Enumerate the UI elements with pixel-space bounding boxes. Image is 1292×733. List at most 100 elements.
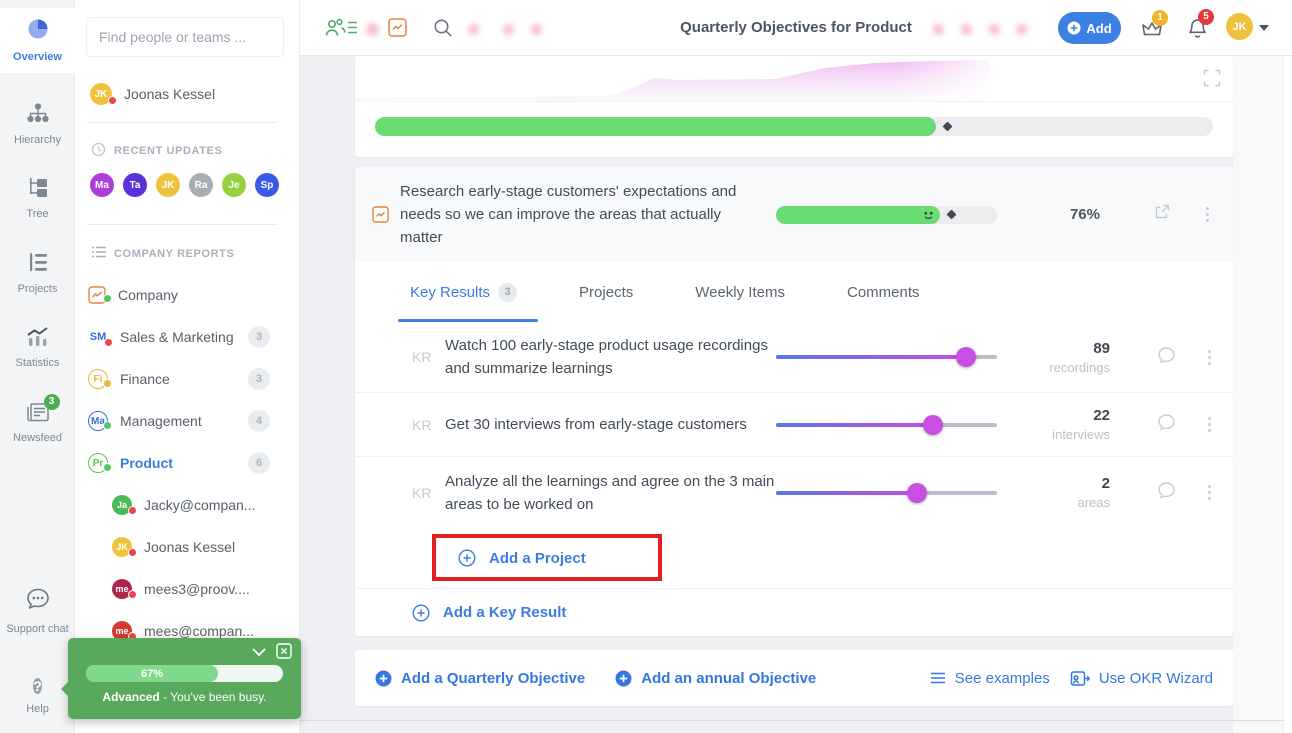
avatar: Fi (88, 369, 112, 389)
add-key-result-button[interactable]: Add a Key Result (412, 603, 566, 622)
crown-icon[interactable] (1140, 18, 1164, 44)
avatar[interactable]: Je (222, 173, 246, 197)
rail-item-support-chat[interactable]: Support chat (0, 578, 75, 645)
support-chat-icon (23, 587, 53, 618)
okr-chart-icon[interactable] (388, 18, 407, 42)
member-item[interactable]: me mees@compan... (75, 619, 300, 643)
status-dot (104, 338, 113, 347)
report-item-sales-marketing[interactable]: SM Sales & Marketing 3 (75, 325, 300, 349)
report-item-product[interactable]: Pr Product 6 (75, 451, 300, 475)
kebab-menu-icon[interactable] (1205, 482, 1214, 503)
avatar[interactable]: JK (156, 173, 180, 197)
people-sidebar: JK Joonas Kessel RECENT UPDATES Ma Ta JK… (75, 0, 300, 733)
kr-title[interactable]: Analyze all the learnings and agree on t… (445, 472, 775, 513)
kr-tag: KR (412, 484, 432, 501)
overview-pie-icon (26, 17, 50, 46)
rail-item-projects[interactable]: Projects (0, 243, 75, 305)
report-label: Company (118, 287, 178, 303)
page-title: Quarterly Objectives for Product (680, 19, 912, 36)
use-okr-wizard-button[interactable]: Use OKR Wizard (1070, 670, 1213, 687)
add-quarterly-objective-button[interactable]: Add a Quarterly Objective (375, 670, 585, 687)
status-dot (103, 463, 112, 472)
report-item-finance[interactable]: Fi Finance 3 (75, 367, 300, 391)
overall-progress-track[interactable] (375, 117, 1213, 136)
toast-collapse-chevron-icon[interactable] (251, 645, 267, 663)
rail-item-statistics[interactable]: Statistics (0, 317, 75, 379)
add-button[interactable]: Add (1058, 12, 1121, 44)
report-item-management[interactable]: Ma Management 4 (75, 409, 300, 433)
member-label: mees3@proov.... (144, 581, 250, 597)
overall-progress-card (355, 56, 1233, 157)
member-item[interactable]: me mees3@proov.... (75, 577, 300, 601)
kebab-menu-icon[interactable] (1205, 414, 1214, 435)
tab-comments[interactable]: Comments (846, 283, 920, 301)
redacted-item (531, 24, 542, 35)
rail-item-tree[interactable]: Tree (0, 168, 75, 230)
member-item[interactable]: Ja Jacky@compan... (75, 493, 300, 517)
slider-thumb[interactable] (907, 482, 928, 503)
redacted-item (503, 24, 514, 35)
rail-item-help[interactable]: ? Help (0, 665, 75, 725)
comment-bubble-icon[interactable] (1157, 481, 1176, 504)
newsfeed-badge: 3 (43, 394, 60, 410)
member-label: Joonas Kessel (144, 539, 236, 555)
avatar[interactable]: Ta (123, 173, 147, 197)
examples-list-icon (930, 672, 945, 684)
kr-progress-slider[interactable] (776, 414, 997, 435)
redacted-item (989, 24, 1000, 35)
slider-thumb[interactable] (956, 347, 977, 367)
team-view-icon[interactable] (324, 17, 358, 45)
kr-title[interactable]: Get 30 interviews from early-stage custo… (445, 416, 747, 433)
report-label: Product (120, 455, 173, 471)
report-item-company[interactable]: Company (75, 283, 300, 307)
avatar: Ma (88, 411, 112, 431)
report-label: Finance (120, 371, 170, 387)
tree-icon (27, 177, 49, 203)
tab-projects[interactable]: Projects (579, 283, 634, 301)
kebab-menu-icon[interactable] (1205, 347, 1214, 368)
objective-tabs: Key Results 3 Projects Weekly Items Comm… (355, 262, 1233, 322)
search-input[interactable] (86, 17, 284, 57)
expand-icon[interactable] (1203, 69, 1221, 92)
tab-weekly-items[interactable]: Weekly Items (695, 283, 785, 301)
avatar[interactable]: Sp (255, 173, 279, 197)
member-label: Jacky@compan... (144, 497, 256, 513)
comment-bubble-icon[interactable] (1157, 413, 1176, 436)
kr-title[interactable]: Watch 100 early-stage product usage reco… (445, 337, 768, 377)
toast-close-icon[interactable] (276, 643, 292, 664)
current-user-item[interactable]: JK Joonas Kessel (75, 80, 300, 108)
rail-label: Newsfeed (13, 432, 62, 444)
see-examples-button[interactable]: See examples (930, 670, 1050, 687)
objective-title[interactable]: Research early-stage customers' expectat… (400, 183, 737, 246)
rail-label: Projects (17, 283, 58, 295)
objective-chart-icon (372, 206, 389, 223)
rail-item-overview[interactable]: Overview (0, 8, 75, 73)
add-annual-objective-button[interactable]: Add an annual Objective (615, 670, 816, 687)
avatar[interactable]: Ra (189, 173, 213, 197)
open-external-icon[interactable] (1153, 204, 1170, 226)
member-item[interactable]: JK Joonas Kessel (75, 535, 300, 559)
comment-bubble-icon[interactable] (1157, 346, 1176, 369)
rail-item-newsfeed[interactable]: 3 Newsfeed (0, 392, 75, 454)
user-menu-avatar[interactable]: JK (1226, 13, 1253, 40)
kebab-menu-icon[interactable] (1203, 204, 1212, 225)
rail-item-hierarchy[interactable]: Hierarchy (0, 93, 75, 156)
slider-thumb[interactable] (922, 414, 943, 435)
member-label: mees@compan... (144, 623, 254, 639)
kr-progress-slider[interactable] (776, 482, 997, 503)
status-dot (108, 96, 117, 105)
scrollbar-track[interactable] (1283, 56, 1292, 733)
kr-progress-slider[interactable] (776, 347, 997, 367)
report-count-badge: 3 (248, 368, 270, 390)
overall-progress-fill (375, 117, 953, 136)
add-project-button[interactable]: Add a Project (458, 549, 586, 567)
search-icon[interactable] (433, 18, 454, 44)
company-reports-header: COMPANY REPORTS (91, 246, 234, 261)
bell-icon[interactable] (1186, 17, 1209, 45)
chevron-down-icon[interactable] (1259, 25, 1269, 36)
tab-key-results[interactable]: Key Results 3 (398, 262, 529, 322)
status-dot (103, 379, 112, 388)
objective-progress-track[interactable] (776, 205, 997, 224)
main-content: Research early-stage customers' expectat… (300, 56, 1292, 733)
avatar[interactable]: Ma (90, 173, 114, 197)
